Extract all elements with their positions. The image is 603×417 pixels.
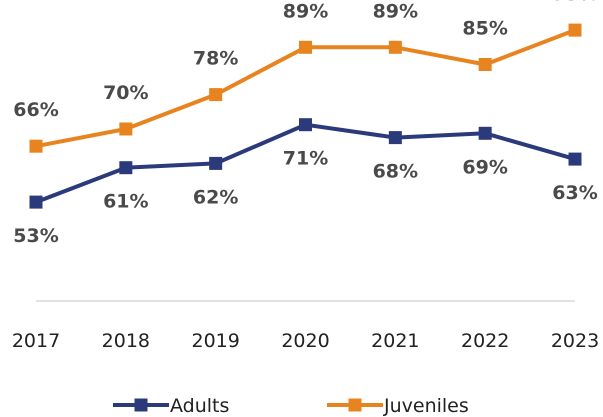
x-tick-label-2018: 2018 xyxy=(102,330,150,352)
data-label-juveniles-2021: 89% xyxy=(373,0,418,22)
data-point-adults-2018 xyxy=(119,161,133,175)
data-label-adults-2022: 69% xyxy=(462,156,507,178)
data-label-adults-2021: 68% xyxy=(373,161,418,183)
data-label-juveniles-2023: 93% xyxy=(552,0,597,5)
legend-label-juveniles: Juveniles xyxy=(383,395,469,417)
data-point-juveniles-2019 xyxy=(209,88,223,102)
data-label-juveniles-2018: 70% xyxy=(103,82,148,104)
legend-swatch-marker-juveniles xyxy=(348,398,362,412)
data-point-juveniles-2018 xyxy=(119,122,133,136)
data-point-adults-2017 xyxy=(29,195,43,209)
data-label-juveniles-2020: 89% xyxy=(283,0,328,22)
legend-swatch-marker-adults xyxy=(134,398,148,412)
data-point-adults-2020 xyxy=(299,118,312,132)
series-layer: 53% 61% 62% 71% 68% 69% 63% 66% 70% 78% 89% 89% 85% 9… xyxy=(13,0,597,247)
legend: Adults Juveniles xyxy=(113,395,469,417)
data-point-adults-2023 xyxy=(568,152,582,166)
data-label-adults-2017: 53% xyxy=(13,225,58,247)
x-tick-label-2022: 2022 xyxy=(461,330,509,352)
data-point-juveniles-2021 xyxy=(388,40,402,54)
data-point-juveniles-2020 xyxy=(299,40,312,54)
legend-item-adults: Adults xyxy=(113,395,229,417)
data-point-juveniles-2023 xyxy=(568,23,582,37)
x-tick-label-2020: 2020 xyxy=(281,330,329,352)
data-label-juveniles-2022: 85% xyxy=(462,18,507,40)
x-tick-label-2021: 2021 xyxy=(371,330,419,352)
data-label-adults-2019: 62% xyxy=(193,186,238,208)
data-label-adults-2023: 63% xyxy=(552,182,597,204)
data-point-adults-2019 xyxy=(209,156,223,170)
legend-label-adults: Adults xyxy=(170,395,229,417)
data-label-juveniles-2019: 78% xyxy=(193,48,238,70)
data-point-juveniles-2017 xyxy=(29,139,43,153)
legend-item-juveniles: Juveniles xyxy=(327,395,469,417)
series-adults: 53% 61% 62% 71% 68% 69% 63% xyxy=(13,118,598,247)
data-point-juveniles-2022 xyxy=(478,58,492,71)
data-label-adults-2018: 61% xyxy=(103,191,148,213)
series-juveniles: 66% 70% 78% 89% 89% 85% 93% xyxy=(13,0,598,153)
data-point-adults-2022 xyxy=(478,126,492,140)
x-tick-label-2019: 2019 xyxy=(191,330,239,352)
data-point-adults-2021 xyxy=(388,131,402,145)
data-label-adults-2020: 71% xyxy=(283,148,328,170)
x-tick-label-2017: 2017 xyxy=(12,330,60,352)
x-tick-label-2023: 2023 xyxy=(551,330,599,352)
x-tick-labels: 2017 2018 2019 2020 2021 2022 2023 xyxy=(12,330,599,352)
data-label-juveniles-2017: 66% xyxy=(13,99,58,121)
